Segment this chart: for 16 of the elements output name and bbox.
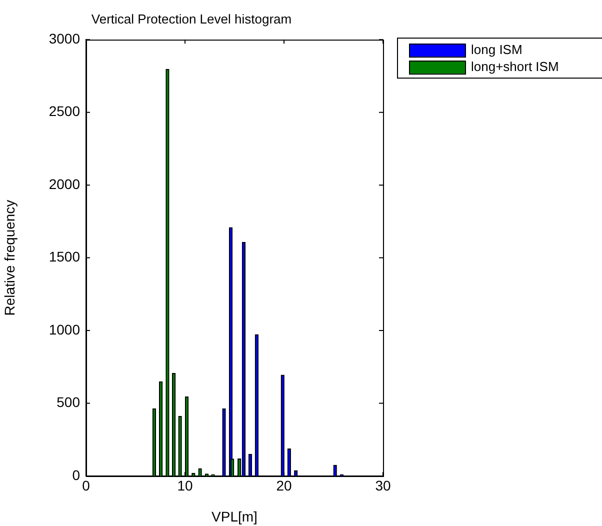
y-tick-label: 2500 [48,103,80,120]
y-tick-label: 2000 [48,176,80,192]
x-axis-title: VPL[m] [212,508,258,524]
y-tick-label: 500 [56,394,80,410]
legend-label: long ISM [471,42,522,58]
x-tick-label: 10 [177,477,193,494]
legend-label: long+short ISM [471,59,559,74]
y-tick-label: 1000 [48,321,80,338]
x-tick-label: 0 [82,477,90,494]
x-tick-label: 20 [276,477,292,494]
y-tick-label: 3000 [48,30,80,46]
y-tick-label: 0 [72,466,80,483]
y-axis-title: Relative frequency [1,200,18,316]
y-tick-label: 1500 [48,248,80,265]
chart-title: Vertical Protection Level histogram [91,11,292,26]
x-tick-label: 30 [375,477,391,494]
